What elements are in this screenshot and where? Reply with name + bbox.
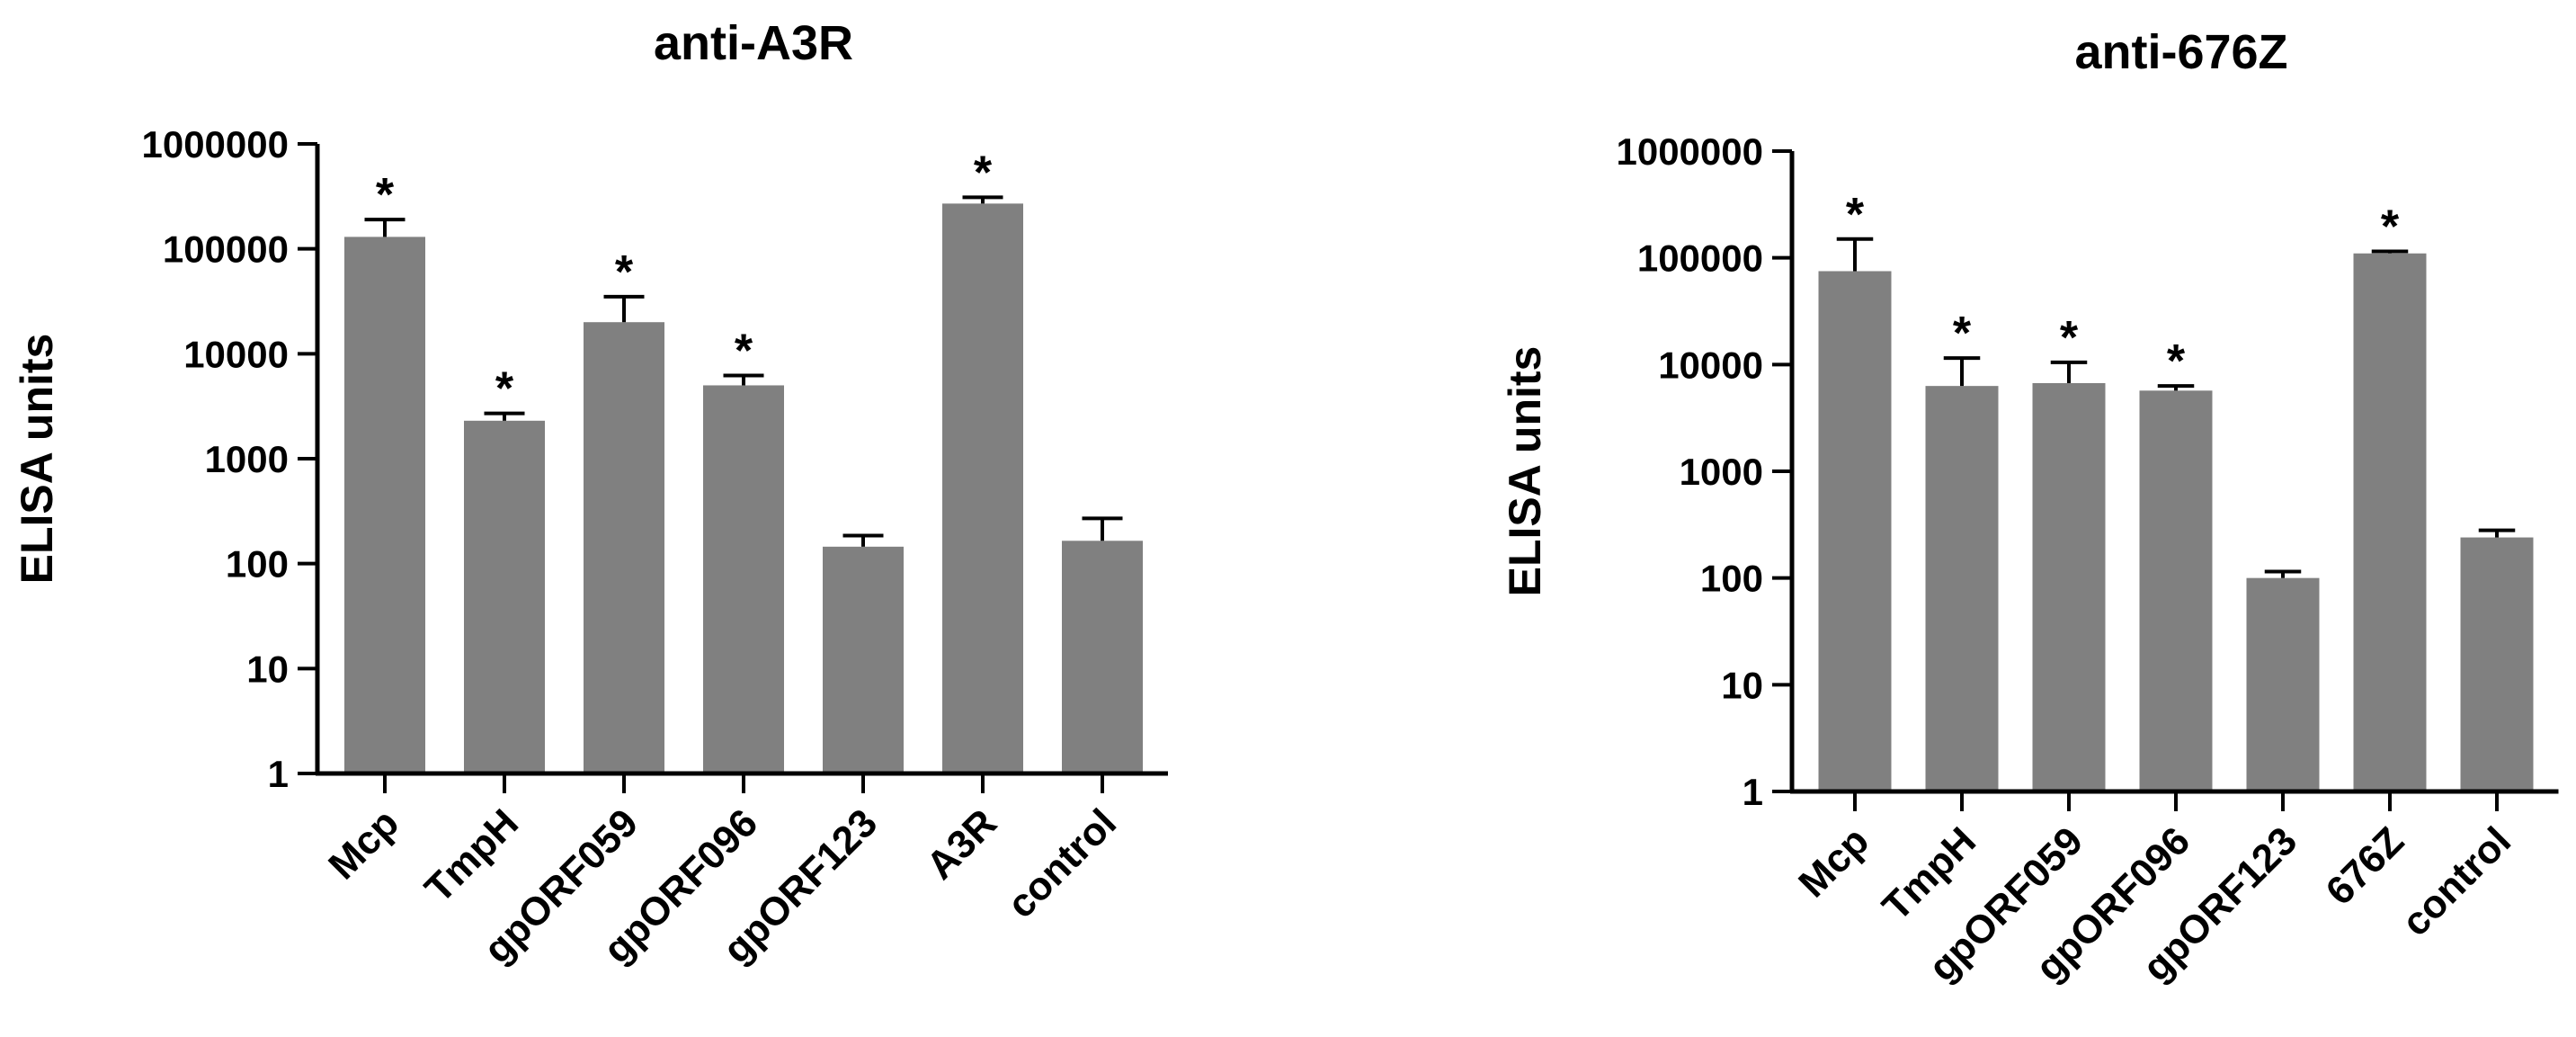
significance-marker: * xyxy=(2167,335,2186,388)
significance-marker: * xyxy=(2060,312,2079,364)
y-tick-label: 10 xyxy=(246,648,289,690)
y-tick-label: 100 xyxy=(1700,558,1763,600)
bar-mcp xyxy=(344,237,425,773)
bar-mcp xyxy=(1818,271,1892,791)
y-tick-label: 100000 xyxy=(1637,237,1763,280)
significance-marker: * xyxy=(1953,308,1972,360)
y-tick-label: 1 xyxy=(268,753,289,795)
x-tick-label: control xyxy=(2393,818,2519,944)
x-tick-label: Mcp xyxy=(1790,818,1877,906)
x-tick-label: TmpH xyxy=(416,800,527,911)
error-bar-gporf096 xyxy=(2157,384,2195,391)
bar-tmph xyxy=(1925,386,1999,791)
significance-marker: * xyxy=(735,326,753,378)
bar-676z xyxy=(2353,253,2427,791)
x-tick-label: A3R xyxy=(918,800,1005,888)
error-bar-mcp xyxy=(364,218,406,237)
error-bar-mcp xyxy=(1836,237,1874,272)
error-bar-a3r xyxy=(962,195,1003,204)
bar-gporf123 xyxy=(823,546,904,773)
y-tick-label: 100000 xyxy=(163,228,289,271)
bar-gporf059 xyxy=(2032,382,2106,791)
error-bar-gporf059 xyxy=(603,294,645,323)
y-axis-label: ELISA units xyxy=(1500,346,1550,597)
bar-control xyxy=(2460,537,2534,791)
chart-title: anti-A3R xyxy=(654,16,853,70)
bar-gporf096 xyxy=(2139,390,2213,791)
chart-title: anti-676Z xyxy=(2074,25,2287,79)
error-bar-gporf123 xyxy=(842,533,884,547)
bar-a3r xyxy=(942,203,1023,774)
significance-marker: * xyxy=(495,363,514,416)
significance-marker: * xyxy=(2381,201,2400,253)
x-tick-label: Mcp xyxy=(320,800,407,888)
error-bar-control xyxy=(1082,516,1123,541)
bar-gporf059 xyxy=(584,322,664,773)
y-tick-label: 10000 xyxy=(183,333,289,375)
error-bar-gporf123 xyxy=(2264,569,2302,578)
significance-marker: * xyxy=(376,169,395,221)
y-tick-label: 1 xyxy=(1743,771,1763,813)
y-tick-label: 1000000 xyxy=(1616,130,1763,173)
y-tick-label: 10 xyxy=(1721,664,1763,706)
significance-marker: * xyxy=(1846,189,1865,241)
error-bar-tmph xyxy=(1943,356,1981,387)
bar-control xyxy=(1062,541,1143,773)
bar-gporf096 xyxy=(703,385,784,773)
error-bar-tmph xyxy=(484,411,525,421)
error-bar-control xyxy=(2478,528,2516,538)
error-bar-gporf096 xyxy=(723,373,764,386)
x-tick-label: 676Z xyxy=(2318,818,2413,914)
significance-marker: * xyxy=(615,246,634,299)
y-tick-label: 1000 xyxy=(205,438,289,480)
error-bar-gporf059 xyxy=(2050,360,2088,383)
y-tick-label: 1000000 xyxy=(141,123,289,165)
y-tick-label: 1000 xyxy=(1680,451,1763,493)
error-bar-676z xyxy=(2371,249,2409,254)
x-tick-label: control xyxy=(999,800,1125,926)
y-tick-label: 100 xyxy=(226,543,289,586)
bar-tmph xyxy=(464,420,545,773)
significance-marker: * xyxy=(974,147,993,199)
bar-gporf123 xyxy=(2246,577,2320,791)
y-axis-label: ELISA units xyxy=(12,334,62,585)
y-tick-label: 10000 xyxy=(1658,344,1763,386)
